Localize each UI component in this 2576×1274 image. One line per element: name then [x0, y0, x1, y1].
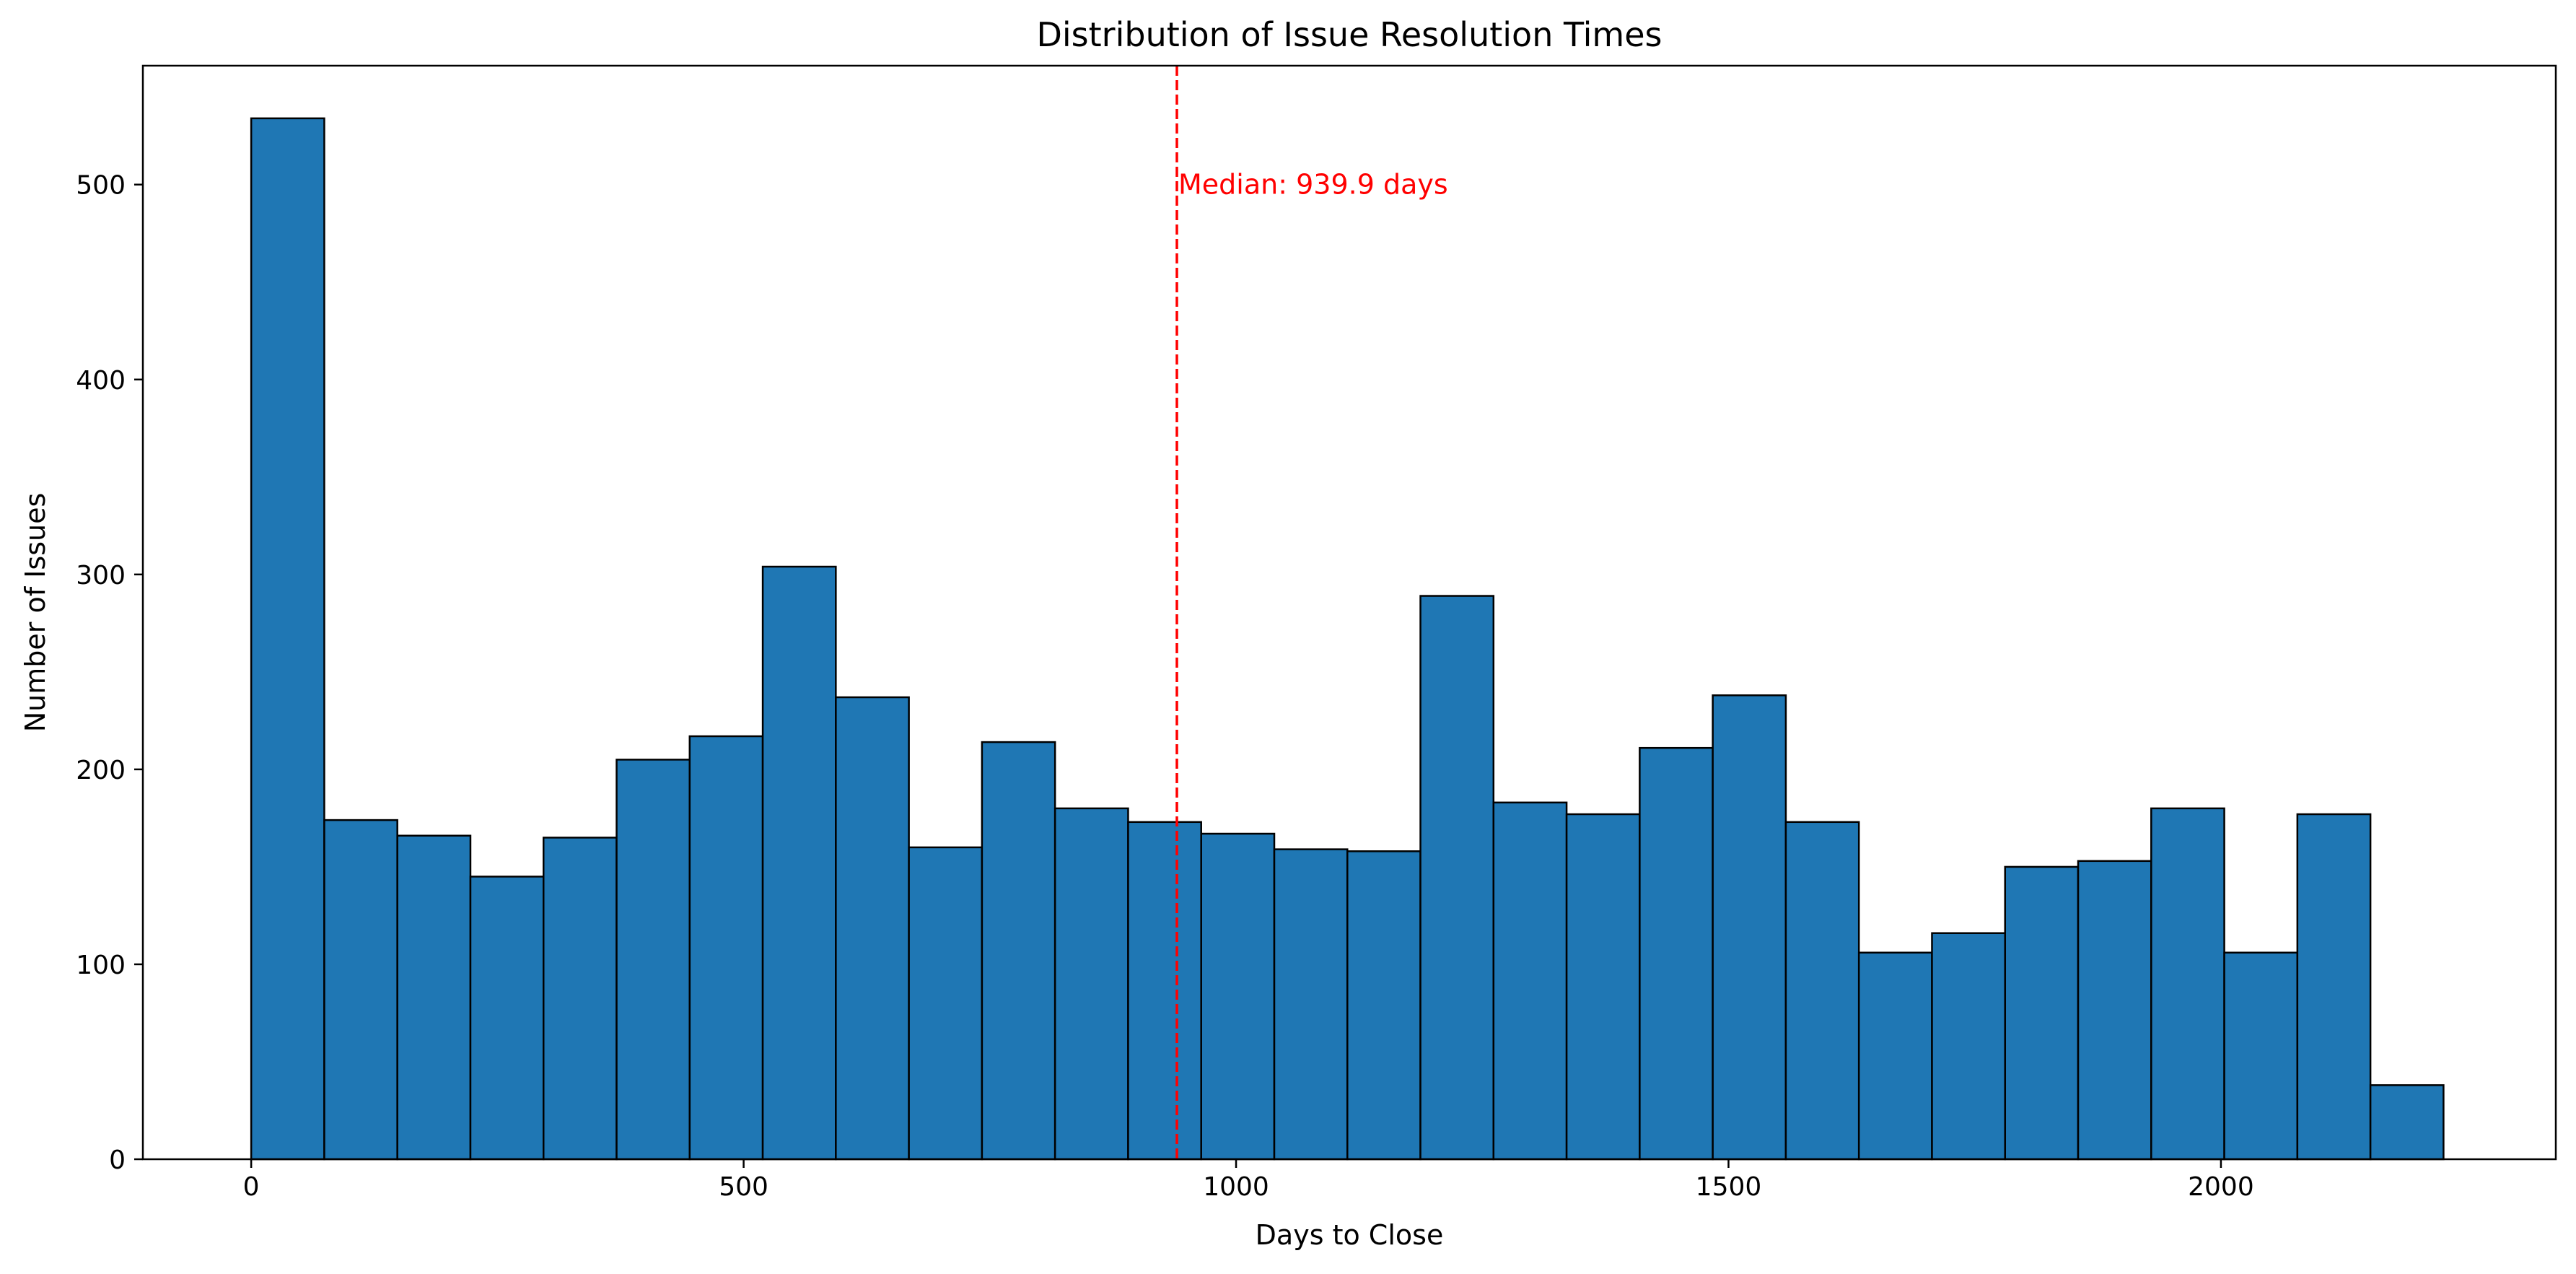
y-axis-title: Number of Issues: [19, 493, 51, 733]
histogram-bar-18: [1565, 813, 1641, 1161]
histogram-bar-16: [1419, 595, 1495, 1161]
x-axis-ticks: 0 500 1000 1500 2000: [243, 1159, 2254, 1202]
histogram-bar-14: [1273, 848, 1349, 1161]
x-axis-title: Days to Close: [1256, 1219, 1444, 1251]
x-tick-label-1: 500: [719, 1172, 768, 1202]
y-tick-label-2: 200: [76, 756, 126, 785]
histogram-bar-10: [981, 741, 1056, 1161]
histogram-bar-26: [2150, 807, 2225, 1161]
x-tick-label-3: 1500: [1696, 1172, 1762, 1202]
x-tick-label-4: 2000: [2188, 1172, 2254, 1202]
histogram-bar-9: [908, 846, 983, 1161]
histogram-bar-2: [396, 834, 472, 1161]
histogram-bar-6: [688, 735, 764, 1161]
histogram-bar-15: [1346, 850, 1421, 1161]
histogram-bar-28: [2296, 813, 2372, 1161]
histogram-bar-22: [1857, 951, 1933, 1161]
histogram-bar-5: [615, 759, 691, 1161]
histogram-bar-8: [835, 696, 910, 1161]
median-label: Median: 939.9 days: [1178, 169, 1448, 201]
histogram-bar-19: [1639, 746, 1714, 1161]
histogram-bar-3: [469, 876, 545, 1161]
plot-frame: [141, 64, 2557, 1161]
y-tick-label-3: 300: [76, 561, 126, 590]
histogram-bar-0: [250, 117, 325, 1161]
median-annotation: Median: 939.9 days: [1175, 66, 1448, 1159]
histogram-bar-29: [2369, 1084, 2445, 1161]
histogram-bar-13: [1200, 832, 1276, 1161]
histogram-bar-1: [323, 819, 398, 1161]
y-tick-label-0: 0: [109, 1146, 126, 1175]
histogram-bar-24: [2004, 865, 2080, 1161]
histogram-bar-20: [1712, 694, 1787, 1161]
y-tick-label-5: 500: [76, 171, 126, 201]
histogram-bar-21: [1784, 821, 1860, 1161]
histogram-bar-27: [2223, 951, 2299, 1161]
histogram-bar-4: [542, 837, 618, 1161]
y-tick-label-4: 400: [76, 366, 126, 396]
histogram-bar-25: [2077, 860, 2152, 1161]
y-tick-label-1: 100: [76, 951, 126, 980]
x-tick-label-2: 1000: [1203, 1172, 1269, 1202]
x-tick-label-0: 0: [243, 1172, 260, 1202]
chart-title: Distribution of Issue Resolution Times: [1036, 15, 1662, 54]
histogram-bar-12: [1127, 821, 1202, 1161]
histogram-bar-11: [1053, 807, 1129, 1161]
histogram-bar-23: [1931, 932, 2006, 1161]
histogram-bar-7: [761, 565, 837, 1161]
y-axis-ticks: 0 100 200 300 400 500: [76, 171, 143, 1175]
histogram-bars: [250, 117, 2445, 1161]
histogram-bar-17: [1492, 801, 1568, 1161]
